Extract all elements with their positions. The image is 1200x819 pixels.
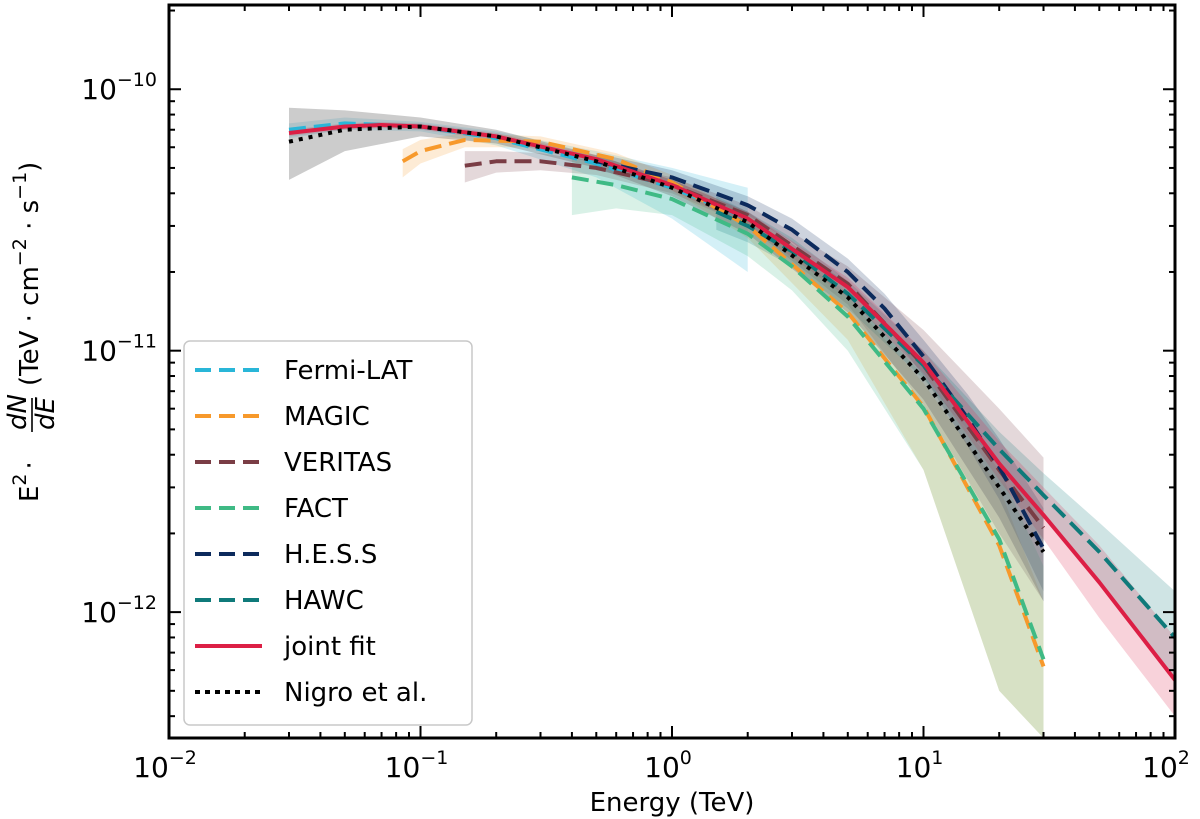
y-label-numerator: dN	[3, 394, 33, 430]
line-h-e-s-s	[595, 159, 1046, 550]
line-nigro-et-al	[288, 124, 1046, 554]
y-axis-label: E2· dN dE (TeV · cm−2 · s−1)	[3, 162, 61, 502]
legend-label-h-e-s-s: H.E.S.S	[284, 540, 377, 570]
y-tick-label: 10−12	[81, 592, 157, 629]
x-tick-label: 102	[1142, 747, 1190, 784]
x-tick-label: 101	[896, 747, 944, 784]
x-tick-label: 10−1	[385, 747, 449, 784]
x-tick-label: 10−2	[133, 747, 197, 784]
band-h-e-s-s	[596, 153, 1044, 592]
y-tick-label: 10−10	[81, 69, 157, 106]
axis-ticks	[168, 5, 1176, 738]
series-lines	[288, 121, 1175, 682]
legend-label-fermi-lat: Fermi-LAT	[284, 356, 413, 386]
x-axis-label: Energy (TeV)	[590, 788, 755, 818]
legend-box	[183, 340, 473, 726]
x-tick-label: 100	[644, 747, 692, 784]
legend-label-hawc: HAWC	[284, 586, 364, 616]
line-fact	[571, 175, 1046, 660]
y-label-denominator: dE	[31, 396, 61, 430]
band-magic	[402, 133, 1044, 738]
band-nigro-et-al	[289, 107, 1044, 602]
legend: Fermi-LAT MAGIC VERITAS FACT H.E.S.S HAWC join…	[183, 340, 473, 726]
legend-label-magic: MAGIC	[284, 402, 370, 432]
legend-label-joint-fit: joint fit	[283, 632, 376, 662]
legend-label-fact: FACT	[284, 494, 348, 524]
y-label-prefix: E2·	[9, 461, 45, 502]
legend-label-nigro-et-al: Nigro et al.	[284, 678, 427, 708]
line-magic	[401, 137, 1046, 668]
legend-label-veritas: VERITAS	[284, 448, 392, 478]
tick-labels: 10−2 10−1 100 101 102 10−12 10−11 10−10	[81, 69, 1190, 784]
y-label-units: (TeV · cm−2 · s−1)	[9, 162, 45, 386]
band-veritas	[464, 151, 1044, 602]
y-tick-label: 10−11	[81, 331, 157, 368]
line-joint-fit	[288, 123, 1175, 682]
